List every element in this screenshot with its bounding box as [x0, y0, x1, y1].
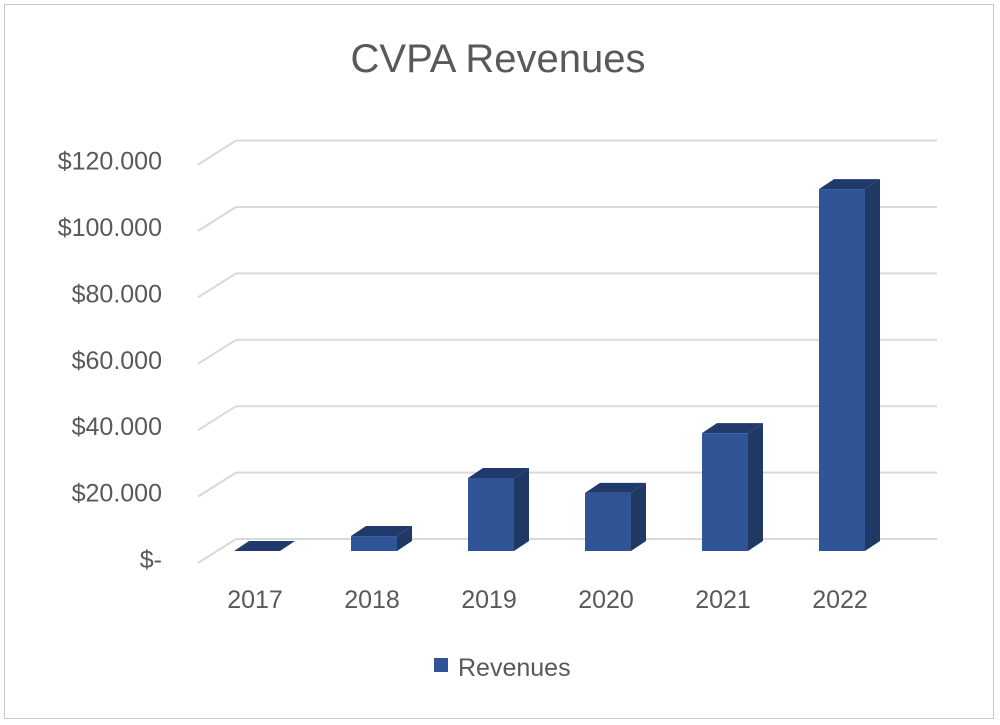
- x-tick-label: 2021: [695, 586, 751, 614]
- bar-2017: [234, 541, 295, 551]
- y-tick-label: $40.000: [72, 413, 162, 441]
- bar-front: [585, 492, 631, 551]
- bar-front: [819, 189, 865, 551]
- gridline-depth: [197, 538, 237, 564]
- bar-2022: [819, 179, 880, 551]
- chart-title: CVPA Revenues: [351, 37, 646, 81]
- bar-top: [468, 467, 529, 478]
- y-tick-label: $60.000: [72, 347, 162, 375]
- bars: [234, 179, 880, 551]
- legend-label: Revenues: [458, 654, 571, 682]
- y-tick-label: $100.000: [58, 214, 162, 242]
- bar-2019: [468, 467, 529, 551]
- bar-2018: [351, 526, 412, 551]
- bar-front: [468, 477, 514, 551]
- legend-swatch: [434, 658, 448, 672]
- x-tick-label: 2017: [227, 586, 283, 614]
- gridline-depth: [197, 338, 237, 365]
- y-tick-label: $80.000: [72, 280, 162, 308]
- bar-side: [865, 179, 880, 551]
- gridline-depth: [197, 139, 237, 166]
- bar-front: [702, 433, 748, 551]
- gridline-depth: [197, 272, 237, 299]
- bar-side: [514, 467, 529, 551]
- bar-side: [748, 423, 763, 551]
- y-tick-label: $120.000: [58, 148, 162, 176]
- gridline-depth: [197, 206, 237, 232]
- bar-side: [397, 526, 412, 551]
- y-tick-label: $-: [140, 546, 162, 574]
- bar-top: [819, 179, 880, 190]
- y-axis-ticks: $- $20.000 $40.000 $60.000 $80.000 $100.000 $1…: [58, 148, 162, 574]
- y-tick-label: $20.000: [72, 480, 162, 508]
- x-tick-label: 2018: [344, 586, 400, 614]
- bar-side: [631, 482, 646, 551]
- x-tick-label: 2022: [812, 586, 868, 614]
- bar-2021: [702, 423, 763, 551]
- gridline-depth: [197, 471, 237, 498]
- x-tick-label: 2020: [578, 586, 634, 614]
- bar-front: [351, 536, 397, 551]
- legend: Revenues: [434, 654, 571, 682]
- gridline-depth: [197, 405, 237, 432]
- x-axis-ticks: 2017 2018 2019 2020 2021 2022: [227, 586, 868, 614]
- bar-top: [234, 541, 295, 551]
- bar-top: [585, 482, 646, 493]
- x-tick-label: 2019: [461, 586, 517, 614]
- bar-2020: [585, 482, 646, 551]
- bar-top: [702, 423, 763, 434]
- bar-top: [351, 526, 412, 537]
